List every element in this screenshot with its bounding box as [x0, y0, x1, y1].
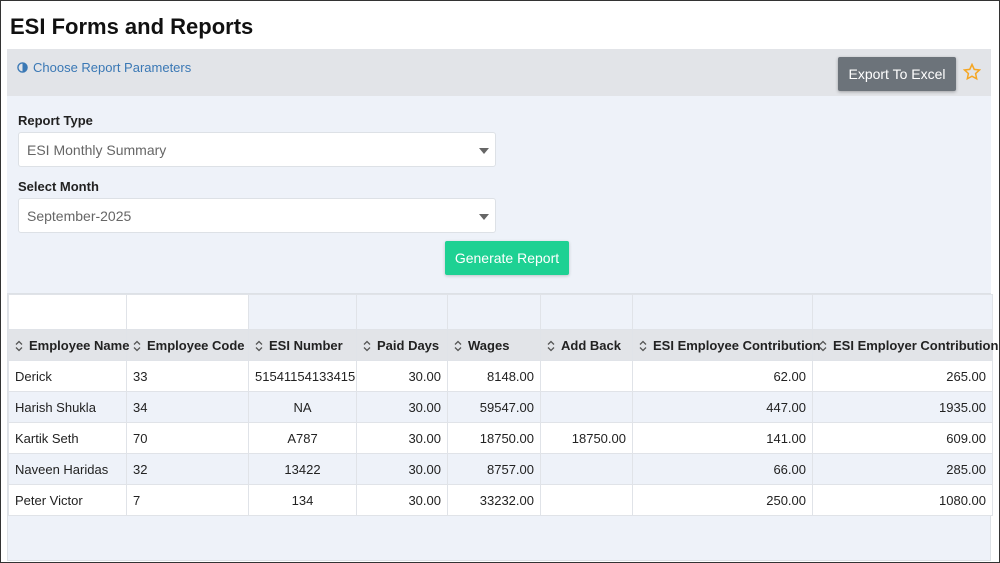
table-cell: A787	[248, 422, 357, 454]
column-header[interactable]: ESI Employee Contribution	[632, 329, 821, 361]
header-text: Add Back	[561, 337, 621, 353]
table-cell: 30.00	[356, 360, 448, 392]
month-label: Select Month	[18, 179, 99, 194]
table-cell: 33232.00	[447, 484, 541, 516]
table-cell: 8757.00	[447, 453, 541, 485]
table-cell: 30.00	[356, 484, 448, 516]
table-cell: Kartik Seth	[8, 422, 127, 454]
table-cell: Harish Shukla	[8, 391, 127, 423]
table-cell: 1080.00	[812, 484, 993, 516]
table-cell: 1935.00	[812, 391, 993, 423]
table-cell: 609.00	[812, 422, 993, 454]
table-cell: 7	[126, 484, 249, 516]
header-text: ESI Employer Contribution	[833, 337, 999, 353]
column-header[interactable]: Add Back	[540, 329, 633, 361]
sort-icon	[15, 340, 23, 352]
filter-row	[8, 294, 993, 330]
header-text: Employee Name	[29, 337, 130, 353]
table-cell: 33	[126, 360, 249, 392]
month-select[interactable]: September-2025	[18, 198, 496, 233]
generate-button[interactable]: Generate Report	[445, 241, 569, 275]
header-text: Paid Days	[377, 337, 440, 353]
filter-cell	[632, 294, 813, 330]
table-cell	[540, 360, 633, 392]
sort-icon	[133, 340, 141, 352]
header-text: ESI Number	[269, 337, 343, 353]
report-type-label: Report Type	[18, 113, 93, 128]
sort-icon	[255, 340, 263, 352]
table-cell	[540, 484, 633, 516]
table-cell: 32	[126, 453, 249, 485]
table-cell: 70	[126, 422, 249, 454]
dropdown-arrow	[479, 148, 489, 154]
table-cell: 62.00	[632, 360, 813, 392]
sort-icon	[547, 340, 555, 352]
column-header[interactable]: Paid Days	[356, 329, 448, 361]
table-cell: 18750.00	[447, 422, 541, 454]
table-cell: 141.00	[632, 422, 813, 454]
filter-cell[interactable]	[8, 294, 127, 330]
table-cell: Naveen Haridas	[8, 453, 127, 485]
table-cell: 265.00	[812, 360, 993, 392]
table-cell: 8148.00	[447, 360, 541, 392]
table-cell: 13422	[248, 453, 357, 485]
table-cell: 59547.00	[447, 391, 541, 423]
sort-icon	[819, 340, 827, 352]
filter-cell	[447, 294, 541, 330]
column-header[interactable]: Wages	[447, 329, 541, 361]
column-header[interactable]: ESI Number	[248, 329, 357, 361]
table-row: Naveen Haridas 32 13422 30.00 8757.00 66.00 28…	[8, 453, 993, 485]
table-cell: 51541154133415	[248, 360, 357, 392]
column-header[interactable]: ESI Employer Contribution	[812, 329, 998, 361]
table-cell: 30.00	[356, 391, 448, 423]
link-text: Choose Report Parameters	[33, 60, 192, 75]
column-header[interactable]: Employee Code	[126, 329, 249, 361]
filter-cell	[812, 294, 993, 330]
sort-icon	[639, 340, 647, 352]
report-table: Employee Name Employee Code ESI Number Paid…	[8, 294, 998, 516]
table-cell: 18750.00	[540, 422, 633, 454]
filter-cell	[356, 294, 448, 330]
parameters-link[interactable]: Choose Report Parameters	[17, 60, 191, 75]
table-cell: 285.00	[812, 453, 993, 485]
table-container: Employee Name Employee Code ESI Number Paid…	[7, 293, 998, 561]
table-cell: 134	[248, 484, 357, 516]
table-cell: 66.00	[632, 453, 813, 485]
column-header[interactable]: Employee Name	[8, 329, 130, 361]
toolbar	[7, 49, 991, 96]
table-cell: 34	[126, 391, 249, 423]
page-title: ESI Forms and Reports	[10, 14, 254, 39]
table-cell: 250.00	[632, 484, 813, 516]
table-row: Peter Victor 7 134 30.00 33232.00 250.00 1080.…	[8, 484, 993, 516]
table-cell	[540, 391, 633, 423]
table-cell: 30.00	[356, 422, 448, 454]
select-value: September-2025	[27, 208, 132, 224]
header-row: Employee Name Employee Code ESI Number Paid…	[8, 329, 998, 361]
table-row: Derick 33 51541154133415 30.00 8148.00 62.00 2…	[8, 360, 993, 392]
select-value: ESI Monthly Summary	[27, 142, 167, 158]
favorite-star[interactable]	[963, 63, 981, 81]
dropdown-arrow	[479, 214, 489, 220]
header-text: ESI Employee Contribution	[653, 337, 821, 353]
header-text: Employee Code	[147, 337, 245, 353]
report-type-select[interactable]: ESI Monthly Summary	[18, 132, 496, 167]
table-cell: Peter Victor	[8, 484, 127, 516]
link-icon	[17, 62, 28, 73]
filter-cell[interactable]	[126, 294, 249, 330]
sort-icon	[363, 340, 371, 352]
export-button[interactable]: Export To Excel	[838, 57, 956, 91]
sort-icon	[454, 340, 462, 352]
table-row: Harish Shukla 34 NA 30.00 59547.00 447.00 1935…	[8, 391, 993, 423]
header-text: Wages	[468, 337, 510, 353]
filter-cell	[248, 294, 357, 330]
table-cell: 30.00	[356, 453, 448, 485]
table-cell: Derick	[8, 360, 127, 392]
table-cell: NA	[248, 391, 357, 423]
table-row: Kartik Seth 70 A787 30.00 18750.00 18750.00 14…	[8, 422, 993, 454]
table-cell	[540, 453, 633, 485]
filter-cell	[540, 294, 633, 330]
table-cell: 447.00	[632, 391, 813, 423]
